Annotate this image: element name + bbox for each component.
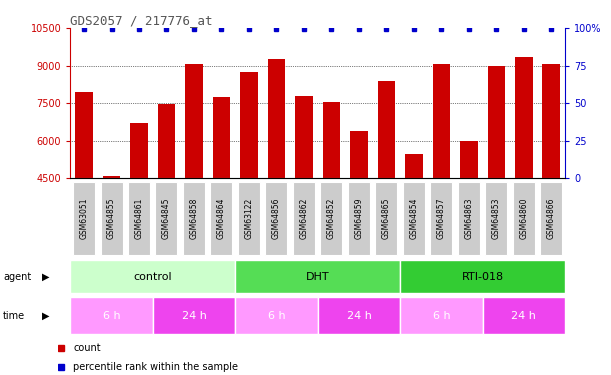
FancyBboxPatch shape <box>293 182 315 255</box>
Text: GSM64859: GSM64859 <box>354 198 364 239</box>
FancyBboxPatch shape <box>458 182 480 255</box>
Text: GSM64863: GSM64863 <box>464 198 474 239</box>
Text: GSM64852: GSM64852 <box>327 198 336 239</box>
FancyBboxPatch shape <box>483 297 565 334</box>
Text: GSM64858: GSM64858 <box>189 198 199 239</box>
Text: GSM64862: GSM64862 <box>299 198 309 239</box>
Bar <box>103 176 120 178</box>
FancyBboxPatch shape <box>235 260 400 293</box>
FancyBboxPatch shape <box>318 297 400 334</box>
Bar <box>378 81 395 178</box>
Bar <box>185 64 203 178</box>
Text: GSM64855: GSM64855 <box>107 198 116 239</box>
Text: 24 h: 24 h <box>511 311 536 321</box>
Bar <box>268 59 285 178</box>
FancyBboxPatch shape <box>400 297 483 334</box>
Text: count: count <box>73 343 101 353</box>
Text: GSM64854: GSM64854 <box>409 198 419 239</box>
Bar <box>213 97 230 178</box>
Bar <box>350 130 368 178</box>
FancyBboxPatch shape <box>431 182 452 255</box>
Bar <box>488 66 505 178</box>
Bar <box>515 57 533 178</box>
Text: GSM64856: GSM64856 <box>272 198 281 239</box>
Text: GSM63122: GSM63122 <box>244 198 254 239</box>
Text: time: time <box>3 311 25 321</box>
FancyBboxPatch shape <box>128 182 150 255</box>
Text: GSM64845: GSM64845 <box>162 198 171 239</box>
FancyBboxPatch shape <box>376 182 398 255</box>
FancyBboxPatch shape <box>400 260 565 293</box>
FancyBboxPatch shape <box>486 182 508 255</box>
FancyBboxPatch shape <box>513 182 535 255</box>
Text: 6 h: 6 h <box>268 311 285 321</box>
FancyBboxPatch shape <box>153 297 235 334</box>
Text: GSM64857: GSM64857 <box>437 198 446 239</box>
FancyBboxPatch shape <box>266 182 288 255</box>
FancyBboxPatch shape <box>541 182 563 255</box>
Text: GSM64866: GSM64866 <box>547 198 556 239</box>
Bar <box>433 64 450 178</box>
Text: 6 h: 6 h <box>103 311 120 321</box>
FancyBboxPatch shape <box>235 297 318 334</box>
FancyBboxPatch shape <box>70 297 153 334</box>
Text: DHT: DHT <box>306 272 329 282</box>
Text: RTI-018: RTI-018 <box>462 272 503 282</box>
Text: GSM64861: GSM64861 <box>134 198 144 239</box>
Bar <box>130 123 148 178</box>
Text: percentile rank within the sample: percentile rank within the sample <box>73 362 238 372</box>
Text: GSM63051: GSM63051 <box>79 198 89 239</box>
Bar <box>543 64 560 178</box>
Text: 6 h: 6 h <box>433 311 450 321</box>
FancyBboxPatch shape <box>321 182 343 255</box>
Text: ▶: ▶ <box>42 272 49 282</box>
Text: agent: agent <box>3 272 31 282</box>
Text: ▶: ▶ <box>42 311 49 321</box>
Bar <box>405 154 423 178</box>
Bar <box>240 72 258 178</box>
FancyBboxPatch shape <box>210 182 232 255</box>
Text: 24 h: 24 h <box>346 311 371 321</box>
Text: GSM64860: GSM64860 <box>519 198 529 239</box>
Text: GSM64853: GSM64853 <box>492 198 501 239</box>
Text: GDS2057 / 217776_at: GDS2057 / 217776_at <box>70 14 213 27</box>
Bar <box>75 92 93 178</box>
Text: 24 h: 24 h <box>181 311 207 321</box>
Text: control: control <box>133 272 172 282</box>
FancyBboxPatch shape <box>403 182 425 255</box>
FancyBboxPatch shape <box>238 182 260 255</box>
FancyBboxPatch shape <box>100 182 123 255</box>
Bar <box>295 96 313 178</box>
FancyBboxPatch shape <box>183 182 205 255</box>
FancyBboxPatch shape <box>348 182 370 255</box>
Bar <box>460 141 478 178</box>
FancyBboxPatch shape <box>73 182 95 255</box>
Bar <box>158 104 175 178</box>
Text: GSM64864: GSM64864 <box>217 198 226 239</box>
FancyBboxPatch shape <box>70 260 235 293</box>
Text: GSM64865: GSM64865 <box>382 198 391 239</box>
FancyBboxPatch shape <box>155 182 178 255</box>
Bar <box>323 102 340 178</box>
